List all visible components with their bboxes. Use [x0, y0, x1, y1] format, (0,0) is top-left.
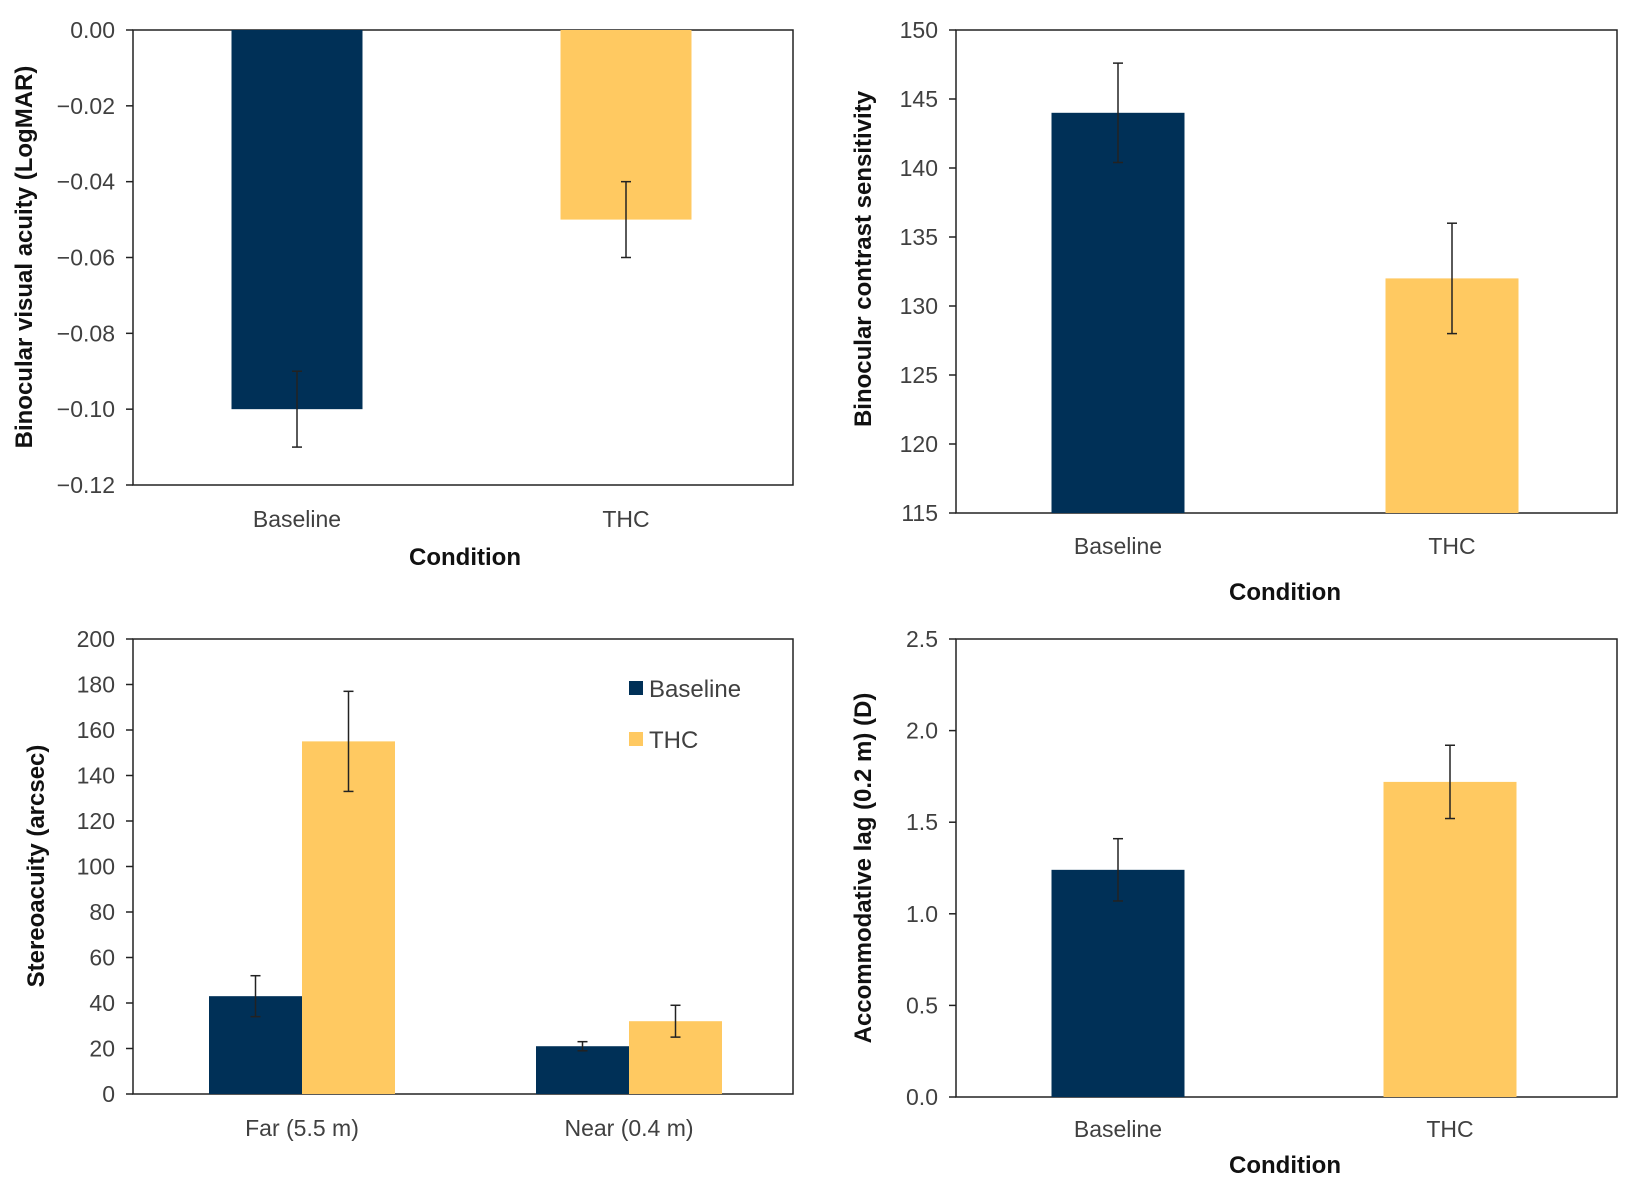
y-tick-label: −0.12 [57, 472, 115, 498]
y-tick-label: 160 [77, 717, 115, 743]
y-tick-label: 140 [77, 763, 115, 789]
y-tick-label: 120 [77, 808, 115, 834]
contrast-sensitivity-chart: 150 145 140 135 130 125 120 115 Baseline THC Co… [850, 17, 1618, 606]
legend-label-baseline: Baseline [649, 676, 741, 703]
y-tick-label: 20 [89, 1036, 115, 1062]
y-tick-label: 135 [900, 224, 938, 250]
legend: Baseline THC [629, 676, 741, 754]
y-axis-title: Accommodative lag (0.2 m) (D) [850, 693, 877, 1044]
accommodative-lag-chart: 2.5 2.0 1.5 1.0 0.5 0.0 Baseline THC Conditio… [850, 626, 1618, 1179]
y-tick-label: −0.02 [57, 93, 115, 119]
y-tick-label: 115 [901, 500, 938, 526]
x-tick-label: Baseline [253, 506, 341, 532]
x-tick-label: Far (5.5 m) [245, 1115, 359, 1141]
x-tick-label: THC [602, 506, 649, 532]
y-tick-label: 0.5 [906, 992, 938, 1018]
x-tick-label: Near (0.4 m) [564, 1115, 693, 1141]
y-tick-label: −0.08 [57, 320, 115, 346]
y-tick-label: −0.06 [57, 245, 115, 271]
plot-frame [955, 29, 1618, 514]
y-tick-label: 125 [900, 362, 938, 388]
y-tick-label: 145 [900, 86, 938, 112]
y-tick-label: 120 [900, 431, 938, 457]
bar-thc-0 [302, 741, 395, 1094]
y-axis-title: Binocular visual acuity (LogMAR) [11, 66, 38, 449]
bar-baseline [1051, 869, 1185, 1097]
acuity-chart: 0.00 −0.02 −0.04 −0.06 −0.08 −0.10 −0.12 Basel… [11, 17, 794, 571]
x-tick-label: THC [1428, 533, 1475, 559]
plot-frame [955, 638, 1618, 1098]
y-tick-label: 40 [89, 990, 115, 1016]
y-tick-label: −0.04 [57, 169, 115, 195]
x-tick-label: THC [1426, 1116, 1473, 1142]
y-tick-label: 180 [77, 672, 115, 698]
y-tick-label: 130 [900, 293, 938, 319]
y-tick-label: 200 [77, 626, 115, 652]
x-axis-title: Condition [409, 544, 521, 571]
legend-swatch-thc [629, 732, 643, 746]
y-tick-label: −0.10 [57, 396, 115, 422]
y-tick-label: 100 [77, 854, 115, 880]
y-axis-title: Stereoacuity (arcsec) [23, 745, 50, 988]
y-tick-label: 0 [102, 1081, 115, 1107]
x-axis-title: Condition [1229, 579, 1341, 606]
y-tick-label: 2.5 [906, 626, 938, 652]
y-tick-label: 60 [89, 945, 115, 971]
legend-swatch-baseline [629, 681, 643, 695]
y-tick-label: 1.0 [906, 901, 938, 927]
x-tick-label: Baseline [1074, 533, 1162, 559]
y-tick-label: 150 [900, 17, 938, 43]
y-tick-label: 140 [900, 155, 938, 181]
legend-label-thc: THC [649, 727, 698, 754]
bar-baseline [1051, 112, 1185, 514]
y-tick-label: 2.0 [906, 718, 938, 744]
y-tick-label: 80 [89, 899, 115, 925]
bar-thc [1383, 781, 1517, 1097]
y-tick-label: 1.5 [906, 809, 938, 835]
y-tick-label: 0.00 [70, 17, 115, 43]
x-tick-label: Baseline [1074, 1116, 1162, 1142]
bar-baseline [231, 30, 363, 410]
y-axis-title: Binocular contrast sensitivity [850, 90, 877, 427]
bar-baseline-1 [536, 1046, 629, 1094]
x-axis-title: Condition [1229, 1152, 1341, 1179]
y-tick-label: 0.0 [906, 1084, 938, 1110]
